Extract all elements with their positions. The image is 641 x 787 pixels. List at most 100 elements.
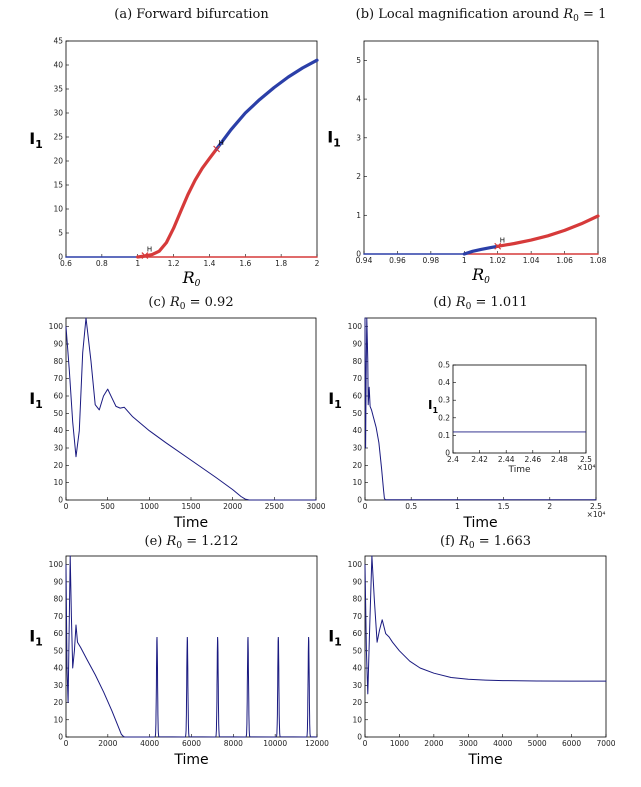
panel-d-inset-y-tick-label: 0	[445, 449, 450, 458]
panel-a-y-tick-label: 40	[53, 61, 63, 70]
panel-d-inset-axes-box	[452, 364, 587, 454]
panel-f-y-tick-label: 70	[352, 612, 362, 621]
panel-a-x-tick-label: 0.8	[96, 259, 108, 268]
panel-d-x-tick-label: 1	[455, 502, 460, 511]
panel-e-x-tick-label: 6000	[182, 739, 201, 748]
panel-a-x-axis-label: R0	[182, 268, 201, 289]
panel-b-y-tick-label: 5	[356, 56, 361, 65]
panel-b-x-tick-label: 0.96	[389, 256, 406, 265]
panel-c-x-tick-label: 3000	[306, 502, 325, 511]
panel-d-y-axis-label: I1	[328, 389, 342, 411]
panel-c-series-0	[65, 317, 317, 501]
panel-d-y-tick-label: 80	[352, 357, 362, 366]
panel-f-y-tick-label: 80	[352, 595, 362, 604]
panel-c-x-tick-label: 0	[64, 502, 69, 511]
panel-b-x-axis-label: R0	[471, 265, 490, 286]
panel-d-inset-y-tick-label: 0.4	[438, 378, 450, 387]
panel-d-x-tick-label: 0	[363, 502, 368, 511]
panel-a-y-tick-label: 5	[58, 229, 63, 238]
panel-d-y-tick-label: 100	[348, 322, 363, 331]
panel-f-y-tick-label: 10	[352, 715, 362, 724]
panel-d-inset-x-multiplier: ×10⁴	[577, 463, 596, 472]
panel-e-y-tick-label: 10	[53, 715, 63, 724]
panel-a-y-tick-label: 45	[53, 37, 63, 46]
panel-f-x-tick-label: 6000	[562, 739, 581, 748]
panel-b-x-tick-label: 1.02	[489, 256, 506, 265]
panel-c-y-tick-label: 40	[53, 426, 63, 435]
panel-c-y-tick-label: 80	[53, 357, 63, 366]
panel-b-y-axis-label: I1	[327, 128, 341, 150]
panel-b-y-tick-label: 4	[356, 95, 361, 104]
panel-e-x-tick-label: 4000	[140, 739, 159, 748]
panel-b-y-tick-label: 3	[356, 133, 361, 142]
panel-e-x-tick-label: 2000	[98, 739, 117, 748]
panel-e-pulse	[275, 636, 307, 738]
panel-e-x-tick-label: 0	[64, 739, 69, 748]
panel-e-y-axis-label: I1	[29, 627, 43, 649]
panel-e-series-0	[65, 555, 155, 738]
panel-f-axes-box	[364, 555, 607, 738]
panel-e-y-tick-label: 20	[53, 698, 63, 707]
panel-f-y-tick-label: 30	[352, 681, 362, 690]
panel-d-inset-x-tick-label: 2.48	[551, 455, 568, 464]
panel-a-x-tick-label: 1.2	[168, 259, 180, 268]
panel-f-series-0	[364, 555, 607, 695]
panel-e-pulse	[184, 636, 216, 738]
panel-c-y-tick-label: 90	[53, 340, 63, 349]
panel-a-hopf-marker	[141, 252, 149, 259]
panel-c-y-tick-label: 60	[53, 392, 63, 401]
panel-f-y-tick-label: 20	[352, 698, 362, 707]
panel-b-series-endemic-unstable	[496, 214, 600, 248]
panel-d-x-tick-label: 1.5	[498, 502, 510, 511]
panel-f-y-tick-label: 100	[348, 560, 363, 569]
panel-d-inset-x-tick-label: 2.46	[524, 455, 541, 464]
panel-a-axes-box	[65, 40, 318, 258]
panel-c-y-tick-label: 50	[53, 409, 63, 418]
panel-e-x-tick-label: 12000	[305, 739, 329, 748]
panel-b-axes-box	[363, 40, 599, 255]
panel-d-y-tick-label: 90	[352, 340, 362, 349]
panel-d-x-tick-label: 2.5	[590, 502, 602, 511]
panel-a-y-tick-label: 15	[53, 181, 63, 190]
panel-f-y-tick-label: 50	[352, 646, 362, 655]
panel-a-series-endemic-unstable	[136, 147, 219, 259]
panel-e-y-tick-label: 50	[53, 646, 63, 655]
panel-a-y-tick-label: 0	[58, 253, 63, 262]
panel-c-y-tick-label: 30	[53, 444, 63, 453]
panel-a-y-tick-label: 25	[53, 133, 63, 142]
panel-f-y-tick-label: 60	[352, 629, 362, 638]
panel-d-inset-y-tick-label: 0.3	[438, 396, 450, 405]
panel-d-x-multiplier: ×10⁴	[587, 510, 606, 519]
panel-d-y-tick-label: 70	[352, 374, 362, 383]
panel-c-y-tick-label: 10	[53, 478, 63, 487]
panel-f-y-tick-label: 40	[352, 664, 362, 673]
panel-b-series-endemic-stable	[462, 244, 500, 256]
panel-c-x-tick-label: 2500	[265, 502, 284, 511]
panel-b-hopf-label: H	[500, 236, 505, 244]
panel-b-x-tick-label: 1	[462, 256, 467, 265]
panel-f-x-tick-label: 3000	[459, 739, 478, 748]
panel-c-x-tick-label: 500	[101, 502, 116, 511]
panel-b-x-tick-label: 1.04	[523, 256, 540, 265]
panel-f-x-tick-label: 7000	[596, 739, 615, 748]
panel-d-inset-y-tick-label: 0.5	[438, 361, 450, 370]
panel-c-x-tick-label: 2000	[223, 502, 242, 511]
panel-a-y-tick-label: 35	[53, 85, 63, 94]
panel-b-title: (b) Local magnification around R0 = 1	[356, 7, 607, 24]
panel-a-hopf-label: H	[219, 139, 224, 147]
panel-b-x-tick-label: 0.98	[423, 256, 440, 265]
panel-d-inset-x-tick-label: 2.4	[447, 455, 459, 464]
panel-e-pulse	[215, 636, 247, 738]
panel-d-inset-x-tick-label: 2.42	[471, 455, 488, 464]
panel-a-y-tick-label: 20	[53, 157, 63, 166]
panel-f-x-axis-label: Time	[467, 752, 502, 768]
panel-e-x-tick-label: 10000	[263, 739, 287, 748]
panel-d-inset-x-axis-label: Time	[507, 465, 530, 475]
panel-d-inset-background	[453, 365, 586, 453]
panel-a-y-axis-label: I1	[29, 129, 43, 151]
panel-c-y-tick-label: 70	[53, 374, 63, 383]
panel-d-title: (d) R0 = 1.011	[433, 295, 528, 312]
panel-b-y-tick-label: 1	[356, 211, 361, 220]
panel-c-y-tick-label: 100	[49, 322, 64, 331]
